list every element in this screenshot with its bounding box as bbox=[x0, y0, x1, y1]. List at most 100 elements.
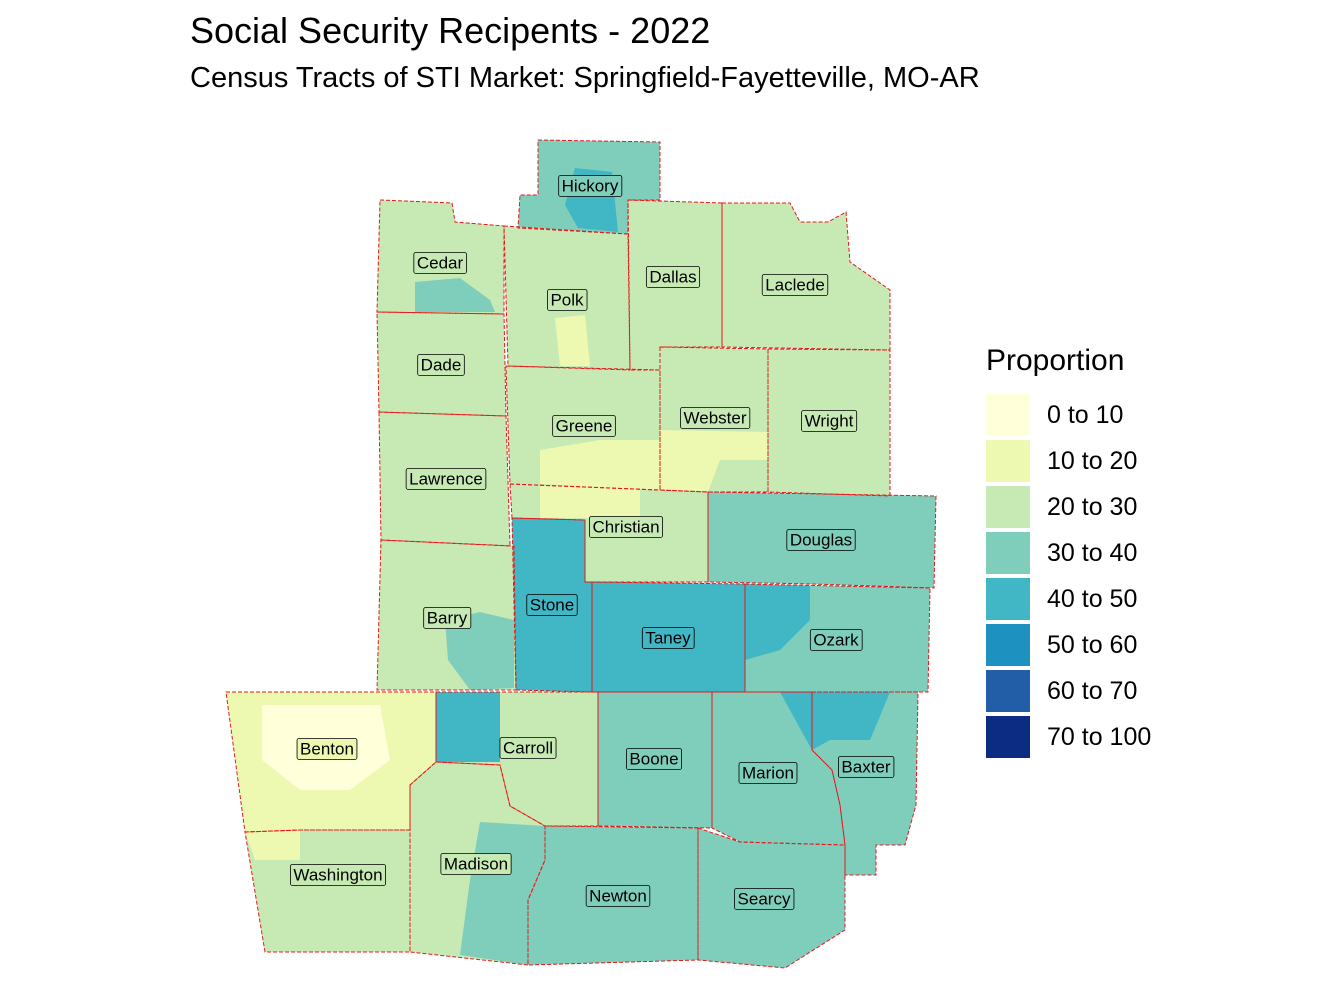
county-label-box bbox=[296, 738, 358, 760]
legend-swatch bbox=[986, 486, 1030, 528]
legend-item: 40 to 50 bbox=[986, 576, 1151, 622]
county-label-box bbox=[645, 266, 701, 288]
legend-title: Proportion bbox=[986, 344, 1125, 377]
county-label-madison: Madison bbox=[444, 854, 508, 873]
county-label-washington: Washington bbox=[293, 865, 382, 884]
tract-shade bbox=[415, 278, 495, 312]
county-label-newton: Newton bbox=[589, 886, 647, 905]
county-label-box bbox=[552, 415, 616, 437]
county-label-box bbox=[809, 629, 863, 651]
county-label-webster: Webster bbox=[684, 408, 747, 427]
county-label-douglas: Douglas bbox=[790, 530, 852, 549]
legend-item: 30 to 40 bbox=[986, 530, 1151, 576]
county-label-christian: Christian bbox=[592, 517, 659, 536]
county-border bbox=[767, 348, 891, 497]
legend-swatch bbox=[986, 394, 1030, 436]
county-border bbox=[659, 346, 769, 493]
county-border bbox=[503, 225, 631, 371]
tract-shade bbox=[445, 612, 514, 690]
county-washington bbox=[245, 830, 410, 952]
county-border bbox=[376, 539, 517, 691]
county-label-hickory: Hickory bbox=[562, 176, 619, 195]
county-label-box bbox=[626, 748, 682, 770]
county-border bbox=[409, 761, 546, 966]
county-label-marion: Marion bbox=[742, 763, 794, 782]
county-borders bbox=[225, 139, 937, 969]
tract-shade bbox=[300, 790, 410, 830]
county-label-box bbox=[734, 888, 795, 910]
county-label-taney: Taney bbox=[645, 628, 691, 647]
county-label-box bbox=[801, 410, 858, 432]
legend-label: 70 to 100 bbox=[1047, 722, 1152, 751]
county-label-searcy: Searcy bbox=[738, 889, 791, 908]
map-title: Social Security Recipents - 2022 bbox=[190, 10, 711, 51]
legend-label: 20 to 30 bbox=[1047, 492, 1138, 521]
legend-item: 60 to 70 bbox=[986, 668, 1151, 714]
county-label-box bbox=[547, 289, 588, 311]
county-label-baxter: Baxter bbox=[841, 757, 890, 776]
legend-label: 30 to 40 bbox=[1047, 538, 1138, 567]
tract-shade bbox=[540, 486, 640, 518]
county-label-box bbox=[786, 529, 856, 551]
legend-label: 10 to 20 bbox=[1047, 446, 1138, 475]
county-label-box bbox=[290, 864, 386, 886]
legend-item: 10 to 20 bbox=[986, 438, 1151, 484]
county-border bbox=[378, 411, 511, 547]
county-label-box bbox=[526, 594, 578, 616]
county-border bbox=[435, 691, 599, 827]
tract-shade bbox=[380, 540, 400, 556]
county-border bbox=[511, 517, 593, 693]
legend-label: 50 to 60 bbox=[1047, 630, 1138, 659]
tract-shade bbox=[745, 584, 810, 660]
legend-label: 40 to 50 bbox=[1047, 584, 1138, 613]
tract-shade bbox=[555, 315, 590, 366]
county-label-wright: Wright bbox=[805, 411, 854, 430]
legend-swatch bbox=[986, 670, 1030, 712]
county-label-carroll: Carroll bbox=[503, 738, 553, 757]
legend-swatch bbox=[986, 578, 1030, 620]
county-label-box bbox=[641, 627, 695, 649]
county-label-box bbox=[405, 468, 487, 490]
legend-item: 70 to 100 bbox=[986, 714, 1151, 760]
county-label-ozark: Ozark bbox=[813, 630, 859, 649]
county-label-box bbox=[413, 252, 467, 274]
county-border bbox=[721, 202, 891, 351]
map-regions bbox=[226, 140, 936, 968]
legend-swatch bbox=[986, 716, 1030, 758]
county-border bbox=[697, 827, 846, 969]
legend-swatch bbox=[986, 624, 1030, 666]
tract-shade bbox=[245, 830, 300, 860]
county-label-dallas: Dallas bbox=[649, 267, 696, 286]
county-label-box bbox=[680, 407, 751, 429]
legend-item: 50 to 60 bbox=[986, 622, 1151, 668]
legend-item: 0 to 10 bbox=[986, 392, 1151, 438]
county-label-box bbox=[589, 516, 663, 538]
legend-swatch bbox=[986, 440, 1030, 482]
county-label-box bbox=[423, 607, 472, 629]
county-border bbox=[744, 583, 931, 693]
legend-entries: 0 to 10 10 to 20 20 to 30 30 to 40 40 to 50 5… bbox=[986, 392, 1151, 760]
county-border bbox=[811, 691, 919, 876]
county-label-stone: Stone bbox=[530, 595, 574, 614]
county-label-benton: Benton bbox=[300, 739, 354, 758]
legend: Proportion 0 to 10 10 to 20 20 to 30 30 to … bbox=[986, 344, 1151, 760]
county-border bbox=[225, 691, 437, 833]
tract-shade bbox=[436, 692, 500, 762]
county-label-box bbox=[761, 274, 829, 296]
county-label-box bbox=[499, 737, 557, 759]
county-label-lawrence: Lawrence bbox=[409, 469, 483, 488]
county-label-barry: Barry bbox=[427, 608, 468, 627]
tract-shade bbox=[780, 692, 890, 750]
legend-swatch bbox=[986, 532, 1030, 574]
county-border bbox=[505, 365, 661, 491]
tract-shade bbox=[516, 572, 592, 690]
county-labels: Hickory Cedar Polk Dallas Laclede Dade Greene W… bbox=[290, 175, 895, 910]
county-label-box bbox=[738, 762, 798, 784]
county-label-box bbox=[838, 756, 895, 778]
tract-shade bbox=[540, 440, 660, 490]
county-border bbox=[707, 491, 937, 589]
county-label-box bbox=[440, 853, 512, 875]
county-label-cedar: Cedar bbox=[417, 253, 464, 272]
county-label-boone: Boone bbox=[629, 749, 678, 768]
